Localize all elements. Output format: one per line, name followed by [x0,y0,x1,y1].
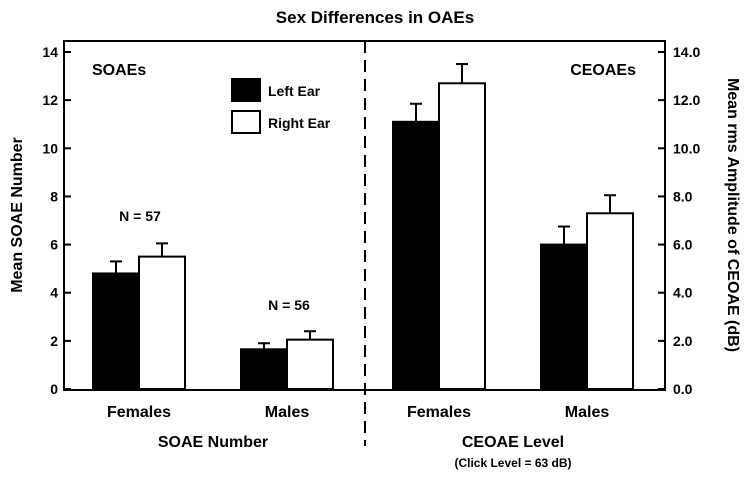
left-y-tick-label-4: 8 [50,188,58,204]
legend-label-right-ear: Right Ear [268,115,331,131]
bar-ceoaes-males-right-ear [586,212,634,390]
annotation-females-n: N = 57 [119,208,161,224]
left-y-tick-label-3: 6 [50,237,58,253]
chart-title: Sex Differences in OAEs [276,8,474,27]
left-y-tick-label-5: 10 [42,140,58,156]
ticks-layer: 0 2 4 6 8 10 12 14 0.0 2.0 4.0 6.0 8.0 10.0 12.0 14.0 [42,44,700,397]
panel-label-ceoaes: CEOAEs [570,62,636,79]
right-y-tick-label-4: 8.0 [673,188,693,204]
bar-ceoaes-males-left-ear [540,243,588,390]
right-y-axis-label: Mean rms Amplitude of CEOAE (dB) [724,78,741,352]
bar-ceoaes-females-right-ear [438,82,486,391]
bar-soaes-males-left-ear [240,348,288,390]
legend-swatch-left-ear [231,78,261,102]
bar-soaes-males-right-ear [286,338,334,390]
category-label-ceoae-males: Males [565,404,610,421]
left-y-tick-label-6: 12 [42,92,58,108]
right-y-tick-label-2: 4.0 [673,285,693,301]
bar-soaes-females-left-ear [92,272,140,391]
category-label-soae-males: Males [265,404,310,421]
x-axis-label-ceoae-level: CEOAE Level [462,434,564,451]
right-y-tick-label-5: 10.0 [673,140,700,156]
x-axis-label-soae-number: SOAE Number [158,434,268,451]
left-y-axis-label: Mean SOAE Number [9,137,26,293]
left-y-tick-label-1: 2 [50,333,58,349]
left-y-tick-label-7: 14 [42,44,58,60]
x-axis-note-click-level: (Click Level = 63 dB) [454,456,571,470]
right-y-tick-label-3: 6.0 [673,237,693,253]
right-y-tick-label-6: 12.0 [673,92,700,108]
left-y-tick-label-0: 0 [50,381,58,397]
right-y-tick-label-1: 2.0 [673,333,693,349]
annotation-males-n: N = 56 [268,297,310,313]
category-label-ceoae-females: Females [407,404,471,421]
right-y-tick-label-7: 14.0 [673,44,700,60]
panel-label-soaes: SOAEs [92,62,146,79]
legend-swatch-right-ear [231,110,261,134]
legend: Left Ear Right Ear [231,78,331,134]
bar-ceoaes-females-left-ear [392,120,440,391]
bars-layer [92,63,634,391]
legend-label-left-ear: Left Ear [268,83,321,99]
right-y-tick-label-0: 0.0 [673,381,693,397]
left-y-tick-label-2: 4 [50,285,58,301]
category-label-soae-females: Females [107,404,171,421]
bar-soaes-females-right-ear [138,255,186,390]
